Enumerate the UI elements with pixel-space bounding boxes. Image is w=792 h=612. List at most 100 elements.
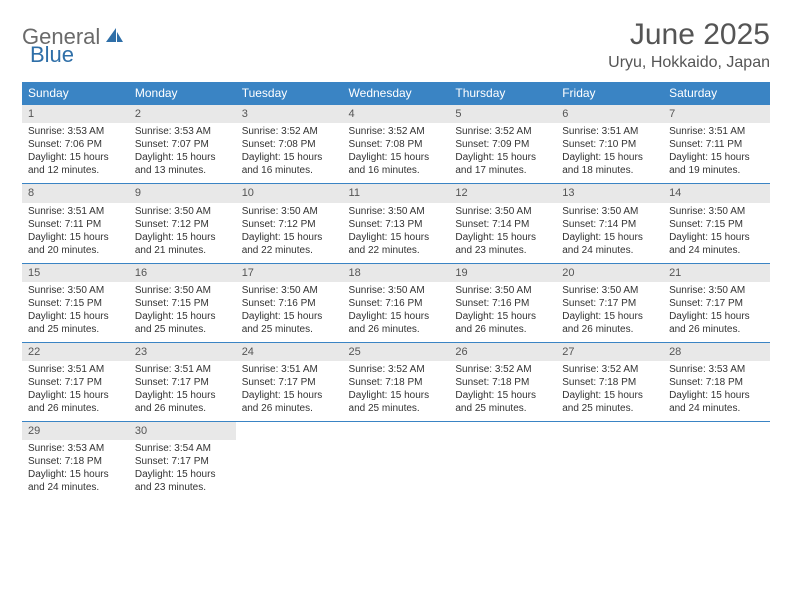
sunrise-text: Sunrise: 3:50 AM [135, 205, 230, 218]
day-number-cell: 26 [449, 342, 556, 361]
day-number-cell: 22 [22, 342, 129, 361]
sunrise-text: Sunrise: 3:50 AM [135, 284, 230, 297]
daylight-text: Daylight: 15 hours [242, 310, 337, 323]
sunrise-text: Sunrise: 3:53 AM [669, 363, 764, 376]
sunset-text: Sunset: 7:14 PM [562, 218, 657, 231]
daylight-text: Daylight: 15 hours [28, 231, 123, 244]
sunrise-text: Sunrise: 3:50 AM [28, 284, 123, 297]
day-detail-cell: Sunrise: 3:51 AMSunset: 7:17 PMDaylight:… [22, 361, 129, 422]
day-detail-cell [449, 440, 556, 500]
daylight-text: Daylight: 15 hours [135, 151, 230, 164]
sunrise-text: Sunrise: 3:54 AM [135, 442, 230, 455]
day-detail-cell: Sunrise: 3:50 AMSunset: 7:14 PMDaylight:… [556, 203, 663, 264]
sunrise-text: Sunrise: 3:51 AM [669, 125, 764, 138]
sunrise-text: Sunrise: 3:50 AM [669, 205, 764, 218]
day-detail-cell: Sunrise: 3:52 AMSunset: 7:08 PMDaylight:… [343, 123, 450, 184]
sunrise-text: Sunrise: 3:52 AM [349, 125, 444, 138]
day-detail-cell: Sunrise: 3:50 AMSunset: 7:16 PMDaylight:… [343, 282, 450, 343]
sunset-text: Sunset: 7:10 PM [562, 138, 657, 151]
daylight-text: and 24 minutes. [562, 244, 657, 257]
week-daynum-row: 22232425262728 [22, 342, 770, 361]
sunset-text: Sunset: 7:17 PM [242, 376, 337, 389]
day-number-cell: 11 [343, 184, 450, 203]
day-number-cell: 6 [556, 105, 663, 124]
daylight-text: Daylight: 15 hours [242, 151, 337, 164]
daylight-text: Daylight: 15 hours [135, 389, 230, 402]
daylight-text: and 26 minutes. [562, 323, 657, 336]
day-header: Monday [129, 82, 236, 105]
daylight-text: and 26 minutes. [349, 323, 444, 336]
week-detail-row: Sunrise: 3:53 AMSunset: 7:18 PMDaylight:… [22, 440, 770, 500]
day-number-cell: 18 [343, 263, 450, 282]
week-daynum-row: 1234567 [22, 105, 770, 124]
day-number-cell: 21 [663, 263, 770, 282]
sunrise-text: Sunrise: 3:52 AM [349, 363, 444, 376]
daylight-text: and 25 minutes. [562, 402, 657, 415]
sunrise-text: Sunrise: 3:50 AM [242, 205, 337, 218]
daylight-text: and 19 minutes. [669, 164, 764, 177]
day-detail-cell: Sunrise: 3:52 AMSunset: 7:09 PMDaylight:… [449, 123, 556, 184]
sunset-text: Sunset: 7:18 PM [349, 376, 444, 389]
day-detail-cell: Sunrise: 3:51 AMSunset: 7:11 PMDaylight:… [663, 123, 770, 184]
sunrise-text: Sunrise: 3:52 AM [455, 125, 550, 138]
day-number-cell: 30 [129, 422, 236, 441]
daylight-text: Daylight: 15 hours [28, 151, 123, 164]
day-number-cell: 17 [236, 263, 343, 282]
calendar-table: Sunday Monday Tuesday Wednesday Thursday… [22, 82, 770, 500]
sunset-text: Sunset: 7:18 PM [669, 376, 764, 389]
day-number-cell: 9 [129, 184, 236, 203]
day-detail-cell: Sunrise: 3:50 AMSunset: 7:17 PMDaylight:… [556, 282, 663, 343]
daylight-text: and 26 minutes. [669, 323, 764, 336]
sunset-text: Sunset: 7:17 PM [28, 376, 123, 389]
logo-text-blue: Blue [30, 42, 74, 67]
day-detail-cell: Sunrise: 3:50 AMSunset: 7:17 PMDaylight:… [663, 282, 770, 343]
sunset-text: Sunset: 7:16 PM [349, 297, 444, 310]
sunset-text: Sunset: 7:11 PM [28, 218, 123, 231]
day-detail-cell: Sunrise: 3:53 AMSunset: 7:06 PMDaylight:… [22, 123, 129, 184]
sunset-text: Sunset: 7:17 PM [135, 455, 230, 468]
day-number-cell: 8 [22, 184, 129, 203]
week-detail-row: Sunrise: 3:50 AMSunset: 7:15 PMDaylight:… [22, 282, 770, 343]
day-number-cell: 27 [556, 342, 663, 361]
daylight-text: Daylight: 15 hours [349, 389, 444, 402]
day-detail-cell: Sunrise: 3:52 AMSunset: 7:08 PMDaylight:… [236, 123, 343, 184]
daylight-text: and 17 minutes. [455, 164, 550, 177]
sunrise-text: Sunrise: 3:50 AM [562, 205, 657, 218]
day-number-cell: 29 [22, 422, 129, 441]
day-number-cell: 23 [129, 342, 236, 361]
daylight-text: Daylight: 15 hours [669, 310, 764, 323]
daylight-text: and 26 minutes. [242, 402, 337, 415]
title-block: June 2025 Uryu, Hokkaido, Japan [608, 18, 770, 72]
day-number-cell: 12 [449, 184, 556, 203]
daylight-text: Daylight: 15 hours [562, 310, 657, 323]
daylight-text: Daylight: 15 hours [349, 151, 444, 164]
sunset-text: Sunset: 7:12 PM [135, 218, 230, 231]
daylight-text: and 24 minutes. [669, 244, 764, 257]
day-number-cell: 10 [236, 184, 343, 203]
day-number-cell: 1 [22, 105, 129, 124]
daylight-text: Daylight: 15 hours [28, 468, 123, 481]
daylight-text: and 23 minutes. [455, 244, 550, 257]
daylight-text: Daylight: 15 hours [669, 231, 764, 244]
daylight-text: Daylight: 15 hours [349, 231, 444, 244]
sunset-text: Sunset: 7:07 PM [135, 138, 230, 151]
sunset-text: Sunset: 7:18 PM [28, 455, 123, 468]
day-number-cell: 4 [343, 105, 450, 124]
sunrise-text: Sunrise: 3:53 AM [28, 125, 123, 138]
day-number-cell: 3 [236, 105, 343, 124]
day-detail-cell: Sunrise: 3:53 AMSunset: 7:18 PMDaylight:… [663, 361, 770, 422]
daylight-text: and 26 minutes. [28, 402, 123, 415]
daylight-text: and 24 minutes. [669, 402, 764, 415]
day-detail-cell: Sunrise: 3:53 AMSunset: 7:07 PMDaylight:… [129, 123, 236, 184]
sunset-text: Sunset: 7:17 PM [669, 297, 764, 310]
daylight-text: and 13 minutes. [135, 164, 230, 177]
sunset-text: Sunset: 7:08 PM [349, 138, 444, 151]
daylight-text: Daylight: 15 hours [242, 231, 337, 244]
day-number-cell: 28 [663, 342, 770, 361]
sunrise-text: Sunrise: 3:50 AM [349, 284, 444, 297]
day-detail-cell: Sunrise: 3:54 AMSunset: 7:17 PMDaylight:… [129, 440, 236, 500]
daylight-text: Daylight: 15 hours [135, 468, 230, 481]
day-number-cell [663, 422, 770, 441]
daylight-text: and 25 minutes. [135, 323, 230, 336]
day-header-row: Sunday Monday Tuesday Wednesday Thursday… [22, 82, 770, 105]
